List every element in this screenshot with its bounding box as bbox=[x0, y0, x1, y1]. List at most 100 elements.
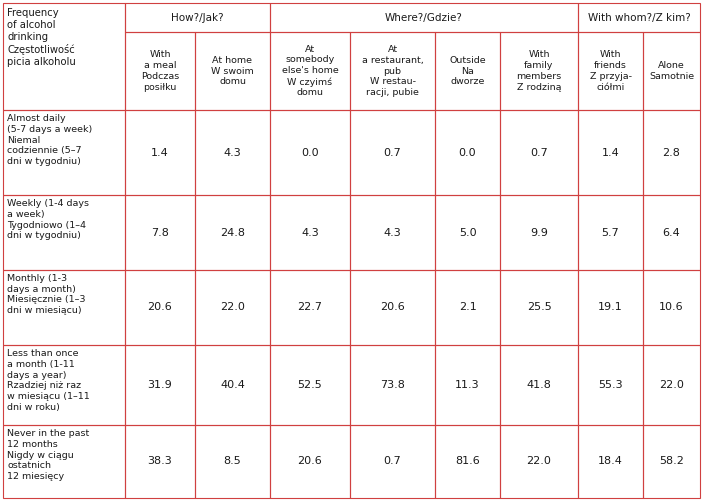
Text: 18.4: 18.4 bbox=[598, 456, 623, 466]
Bar bbox=[643, 110, 700, 195]
Bar bbox=[125, 195, 195, 270]
Text: 9.9: 9.9 bbox=[530, 227, 548, 237]
Text: 5.7: 5.7 bbox=[602, 227, 619, 237]
Bar bbox=[435, 110, 500, 195]
Bar bbox=[3, 110, 125, 195]
Bar bbox=[350, 110, 435, 195]
Text: 22.0: 22.0 bbox=[527, 456, 551, 466]
Text: Weekly (1-4 days
a week)
Tygodniowo (1–4
dni w tygodniu): Weekly (1-4 days a week) Tygodniowo (1–4… bbox=[7, 199, 89, 240]
Text: 4.3: 4.3 bbox=[301, 227, 319, 237]
Text: Outside
Na
dworze: Outside Na dworze bbox=[449, 56, 486, 86]
Text: 52.5: 52.5 bbox=[297, 380, 323, 390]
Text: Almost daily
(5-7 days a week)
Niemal
codziennie (5–7
dni w tygodniu): Almost daily (5-7 days a week) Niemal co… bbox=[7, 114, 92, 166]
Bar bbox=[500, 425, 578, 498]
Bar bbox=[270, 345, 350, 425]
Bar bbox=[435, 345, 500, 425]
Bar bbox=[3, 425, 125, 498]
Bar bbox=[125, 345, 195, 425]
Bar bbox=[195, 32, 270, 110]
Text: 11.3: 11.3 bbox=[455, 380, 480, 390]
Bar bbox=[350, 345, 435, 425]
Bar bbox=[270, 32, 350, 110]
Bar bbox=[350, 425, 435, 498]
Text: 4.3: 4.3 bbox=[384, 227, 401, 237]
Bar bbox=[270, 425, 350, 498]
Text: 0.7: 0.7 bbox=[530, 147, 548, 157]
Text: 25.5: 25.5 bbox=[527, 303, 551, 313]
Text: 8.5: 8.5 bbox=[224, 456, 241, 466]
Text: 24.8: 24.8 bbox=[220, 227, 245, 237]
Text: At
somebody
else's home
W czyimś
domu: At somebody else's home W czyimś domu bbox=[282, 45, 338, 97]
Bar bbox=[578, 345, 643, 425]
Bar bbox=[578, 3, 700, 32]
Bar bbox=[578, 195, 643, 270]
Text: 0.7: 0.7 bbox=[384, 147, 401, 157]
Bar bbox=[500, 270, 578, 345]
Bar bbox=[500, 32, 578, 110]
Bar bbox=[350, 32, 435, 110]
Text: Alone
Samotnie: Alone Samotnie bbox=[649, 61, 694, 81]
Text: 20.6: 20.6 bbox=[148, 303, 172, 313]
Text: 40.4: 40.4 bbox=[220, 380, 245, 390]
Bar bbox=[435, 32, 500, 110]
Text: With
family
members
Z rodziną: With family members Z rodziną bbox=[517, 51, 562, 92]
Text: 19.1: 19.1 bbox=[598, 303, 623, 313]
Bar bbox=[270, 195, 350, 270]
Text: At
a restaurant,
pub
W restau-
racji, pubie: At a restaurant, pub W restau- racji, pu… bbox=[361, 45, 423, 97]
Text: 41.8: 41.8 bbox=[527, 380, 551, 390]
Text: 22.0: 22.0 bbox=[220, 303, 245, 313]
Bar bbox=[643, 195, 700, 270]
Text: Where?/Gdzie?: Where?/Gdzie? bbox=[385, 13, 463, 23]
Bar bbox=[643, 425, 700, 498]
Bar bbox=[125, 3, 270, 32]
Bar bbox=[578, 425, 643, 498]
Text: 22.7: 22.7 bbox=[297, 303, 323, 313]
Text: With whom?/Z kim?: With whom?/Z kim? bbox=[588, 13, 690, 23]
Text: 22.0: 22.0 bbox=[659, 380, 684, 390]
Bar bbox=[125, 425, 195, 498]
Bar bbox=[578, 110, 643, 195]
Text: 20.6: 20.6 bbox=[297, 456, 323, 466]
Text: 31.9: 31.9 bbox=[148, 380, 172, 390]
Bar bbox=[3, 3, 125, 110]
Bar bbox=[195, 110, 270, 195]
Text: Monthly (1-3
days a month)
Miesięcznie (1–3
dni w miesiącu): Monthly (1-3 days a month) Miesięcznie (… bbox=[7, 274, 86, 315]
Text: 6.4: 6.4 bbox=[663, 227, 681, 237]
Bar bbox=[435, 195, 500, 270]
Text: 55.3: 55.3 bbox=[598, 380, 623, 390]
Text: With
a meal
Podczas
posiłku: With a meal Podczas posiłku bbox=[141, 51, 179, 92]
Bar bbox=[643, 345, 700, 425]
Text: 2.8: 2.8 bbox=[662, 147, 681, 157]
Text: 1.4: 1.4 bbox=[602, 147, 619, 157]
Bar bbox=[500, 345, 578, 425]
Text: At home
W swoim
domu: At home W swoim domu bbox=[211, 56, 254, 86]
Bar bbox=[3, 270, 125, 345]
Bar bbox=[195, 345, 270, 425]
Bar bbox=[195, 425, 270, 498]
Bar bbox=[3, 345, 125, 425]
Text: Never in the past
12 months
Nigdy w ciągu
ostatnich
12 miesięcy: Never in the past 12 months Nigdy w ciąg… bbox=[7, 429, 89, 481]
Text: 38.3: 38.3 bbox=[148, 456, 172, 466]
Text: Less than once
a month (1-11
days a year)
Rzadziej niż raz
w miesiącu (1–11
dni : Less than once a month (1-11 days a year… bbox=[7, 349, 90, 412]
Text: 0.7: 0.7 bbox=[384, 456, 401, 466]
Text: Frequency
of alcohol
drinking
Częstotliwość
picia alkoholu: Frequency of alcohol drinking Częstotliw… bbox=[7, 8, 76, 67]
Text: 2.1: 2.1 bbox=[458, 303, 477, 313]
Bar bbox=[643, 32, 700, 110]
Text: 0.0: 0.0 bbox=[301, 147, 319, 157]
Text: 20.6: 20.6 bbox=[380, 303, 405, 313]
Bar bbox=[195, 270, 270, 345]
Bar bbox=[435, 425, 500, 498]
Bar bbox=[270, 270, 350, 345]
Bar bbox=[270, 3, 578, 32]
Bar bbox=[3, 195, 125, 270]
Bar bbox=[500, 195, 578, 270]
Text: How?/Jak?: How?/Jak? bbox=[172, 13, 224, 23]
Bar bbox=[195, 195, 270, 270]
Bar bbox=[125, 270, 195, 345]
Bar bbox=[125, 110, 195, 195]
Bar bbox=[270, 110, 350, 195]
Bar bbox=[435, 270, 500, 345]
Bar bbox=[578, 270, 643, 345]
Text: 81.6: 81.6 bbox=[455, 456, 480, 466]
Text: 7.8: 7.8 bbox=[151, 227, 169, 237]
